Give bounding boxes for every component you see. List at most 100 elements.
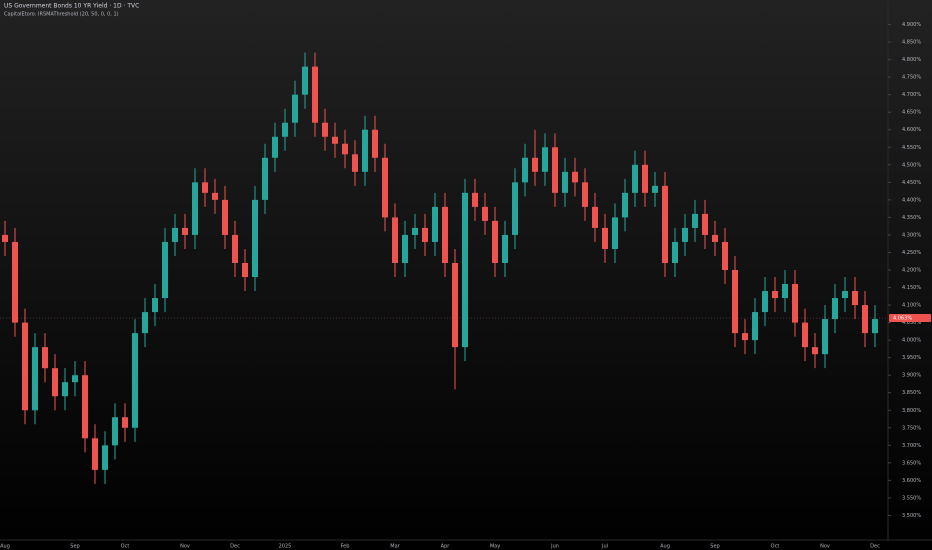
candle-body [12,241,18,323]
candle-body [312,66,318,123]
y-tick-label: 4.700% [902,92,921,98]
y-tick-label: 3.550% [902,495,921,501]
candle-body [72,375,78,383]
candle-body [862,305,868,334]
x-tick-label: Dec [870,544,880,550]
x-tick-label: Apr [441,544,451,550]
x-tick-label: Aug [660,544,670,550]
y-tick-label: 4.250% [902,250,921,256]
candle-body [92,438,98,470]
candle-body [332,136,338,144]
y-tick-label: 4.200% [902,268,921,274]
candle-body [872,319,878,334]
candle-body [362,129,368,172]
x-tick-label: May [490,544,500,550]
candle-body [612,217,618,249]
candle-body [552,147,558,193]
candle-body [692,213,698,228]
y-tick-label: 4.100% [902,303,921,309]
candle-body [2,234,8,242]
candle-body [632,164,638,193]
candle-body [462,192,468,348]
candle-body [82,375,88,439]
candle-body [372,129,378,158]
candle-body [192,182,198,235]
y-tick-label: 4.350% [902,215,921,221]
y-tick-label: 4.000% [902,338,921,344]
x-tick-label: Jun [550,544,559,550]
candle-body [722,241,728,270]
candle-body [382,157,388,218]
candle-body [752,312,758,341]
candle-body [592,206,598,228]
candle-body [22,322,28,411]
indicator-label: CapitalEtoro: IRSMAThreshold (20, 50, 0,… [4,12,119,18]
y-tick-label: 4.150% [902,285,921,291]
candle-body [682,227,688,242]
candle-body [262,157,268,200]
candle-body [342,143,348,155]
candle-body [302,66,308,95]
candle-body [112,417,118,446]
candle-body [672,241,678,263]
y-tick-label: 4.050% [902,320,921,326]
y-tick-label: 4.400% [902,197,921,203]
candle-body [792,284,798,323]
candle-body [562,171,568,193]
candle-body [432,206,438,242]
y-tick-label: 4.800% [902,57,921,63]
candle-body [492,220,498,263]
candle-body [202,182,208,193]
candle-body [52,368,58,397]
x-tick-label: Nov [820,544,830,550]
y-tick-label: 4.650% [902,110,921,116]
x-tick-label: Aug [0,544,10,550]
last-price-label: 4.063% [893,316,912,322]
candle-body [702,213,708,235]
candle-body [772,291,778,299]
candle-body [712,234,718,242]
y-tick-label: 3.700% [902,443,921,449]
candle-body [802,322,808,348]
candle-body [742,333,748,341]
candle-body [412,227,418,235]
y-tick-label: 4.900% [902,22,921,28]
candle-body [452,262,458,348]
y-tick-label: 3.850% [902,390,921,396]
candle-body [122,417,128,428]
candle-body [392,217,398,263]
candle-body [482,206,488,221]
candle-body [732,270,738,334]
candle-body [352,154,358,172]
x-tick-label: Mar [390,544,400,550]
candle-body [472,192,478,207]
y-tick-label: 4.750% [902,75,921,81]
candle-body [232,234,238,263]
y-tick-label: 3.500% [902,513,921,519]
y-tick-label: 4.450% [902,180,921,186]
candle-body [442,206,448,263]
x-tick-label: Oct [771,544,780,550]
candle-body [422,227,428,242]
candle-body [242,262,248,278]
candle-body [162,241,168,299]
x-tick-label: Feb [341,544,350,550]
candle-body [282,122,288,137]
candle-body [852,291,858,306]
candle-body [102,445,108,470]
candle-body [532,157,538,172]
candle-body [272,136,278,158]
candle-body [652,185,658,193]
y-tick-label: 3.650% [902,460,921,466]
x-tick-label: Oct [121,544,130,550]
candle-body [832,298,838,320]
candle-body [322,122,328,137]
x-tick-label: 2025 [279,544,292,550]
candle-body [182,227,188,235]
candle-body [542,147,548,172]
candle-body [292,94,298,123]
candle-body [602,227,608,249]
candle-body [222,199,228,235]
